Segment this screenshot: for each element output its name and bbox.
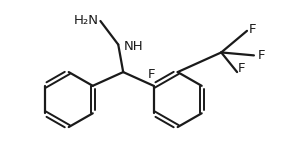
Text: F: F	[238, 62, 246, 75]
Text: F: F	[258, 49, 265, 62]
Text: F: F	[148, 68, 156, 81]
Text: F: F	[249, 23, 257, 36]
Text: H₂N: H₂N	[73, 14, 98, 27]
Text: NH: NH	[124, 40, 144, 53]
